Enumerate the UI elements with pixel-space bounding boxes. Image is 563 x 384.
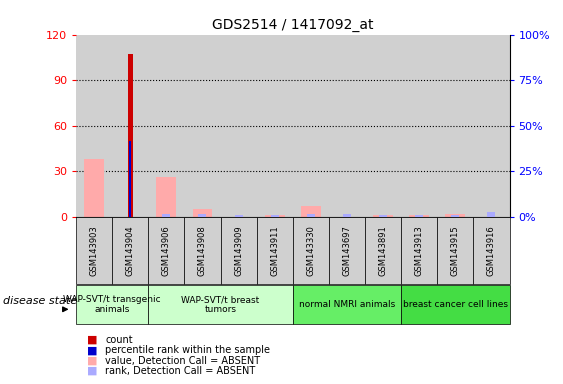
Text: count: count (105, 335, 133, 345)
Text: WAP-SVT/t transgenic
animals: WAP-SVT/t transgenic animals (63, 295, 161, 314)
Bar (329, 35, 365, 217)
Bar (129, 141, 131, 217)
Bar (185, 35, 221, 217)
Bar (488, 212, 495, 217)
Text: GSM143903: GSM143903 (90, 225, 99, 276)
Text: ■: ■ (87, 366, 98, 376)
Text: GSM143915: GSM143915 (451, 225, 460, 276)
Text: normal NMRI animals: normal NMRI animals (299, 300, 395, 309)
Text: GSM143908: GSM143908 (198, 225, 207, 276)
Bar (409, 215, 429, 217)
Bar (301, 206, 321, 217)
Bar (84, 159, 104, 217)
Text: GSM143906: GSM143906 (162, 225, 171, 276)
Bar (128, 54, 133, 217)
Bar (265, 215, 285, 217)
Text: GSM143911: GSM143911 (270, 225, 279, 276)
Text: WAP-SVT/t breast
tumors: WAP-SVT/t breast tumors (181, 295, 260, 314)
Text: GSM143330: GSM143330 (306, 225, 315, 276)
Bar (76, 35, 112, 217)
Bar (193, 209, 212, 217)
Bar (307, 214, 315, 217)
Bar (445, 214, 465, 217)
Bar (112, 35, 148, 217)
Text: GSM143891: GSM143891 (378, 225, 387, 276)
Bar (235, 215, 243, 217)
Bar (437, 35, 473, 217)
Text: ■: ■ (87, 356, 98, 366)
Bar (271, 215, 279, 217)
Text: rank, Detection Call = ABSENT: rank, Detection Call = ABSENT (105, 366, 256, 376)
Text: GSM143904: GSM143904 (126, 225, 135, 276)
Bar (293, 35, 329, 217)
Text: value, Detection Call = ABSENT: value, Detection Call = ABSENT (105, 356, 261, 366)
Bar (473, 35, 510, 217)
Bar (199, 214, 207, 217)
Text: GSM143916: GSM143916 (487, 225, 496, 276)
Text: disease state: disease state (3, 296, 77, 306)
Text: ■: ■ (87, 335, 98, 345)
Bar (401, 35, 437, 217)
Bar (148, 35, 185, 217)
Text: percentile rank within the sample: percentile rank within the sample (105, 345, 270, 355)
Bar (452, 215, 459, 217)
Title: GDS2514 / 1417092_at: GDS2514 / 1417092_at (212, 18, 373, 32)
Bar (221, 35, 257, 217)
Bar (373, 215, 393, 217)
Bar (257, 35, 293, 217)
Text: GSM143909: GSM143909 (234, 225, 243, 276)
Bar (162, 214, 170, 217)
Bar (343, 214, 351, 217)
Text: ■: ■ (87, 345, 98, 355)
Text: GSM143913: GSM143913 (415, 225, 424, 276)
Text: GSM143697: GSM143697 (342, 225, 351, 276)
Bar (415, 215, 423, 217)
Text: breast cancer cell lines: breast cancer cell lines (403, 300, 508, 309)
Bar (365, 35, 401, 217)
Bar (379, 215, 387, 217)
Bar (157, 177, 176, 217)
